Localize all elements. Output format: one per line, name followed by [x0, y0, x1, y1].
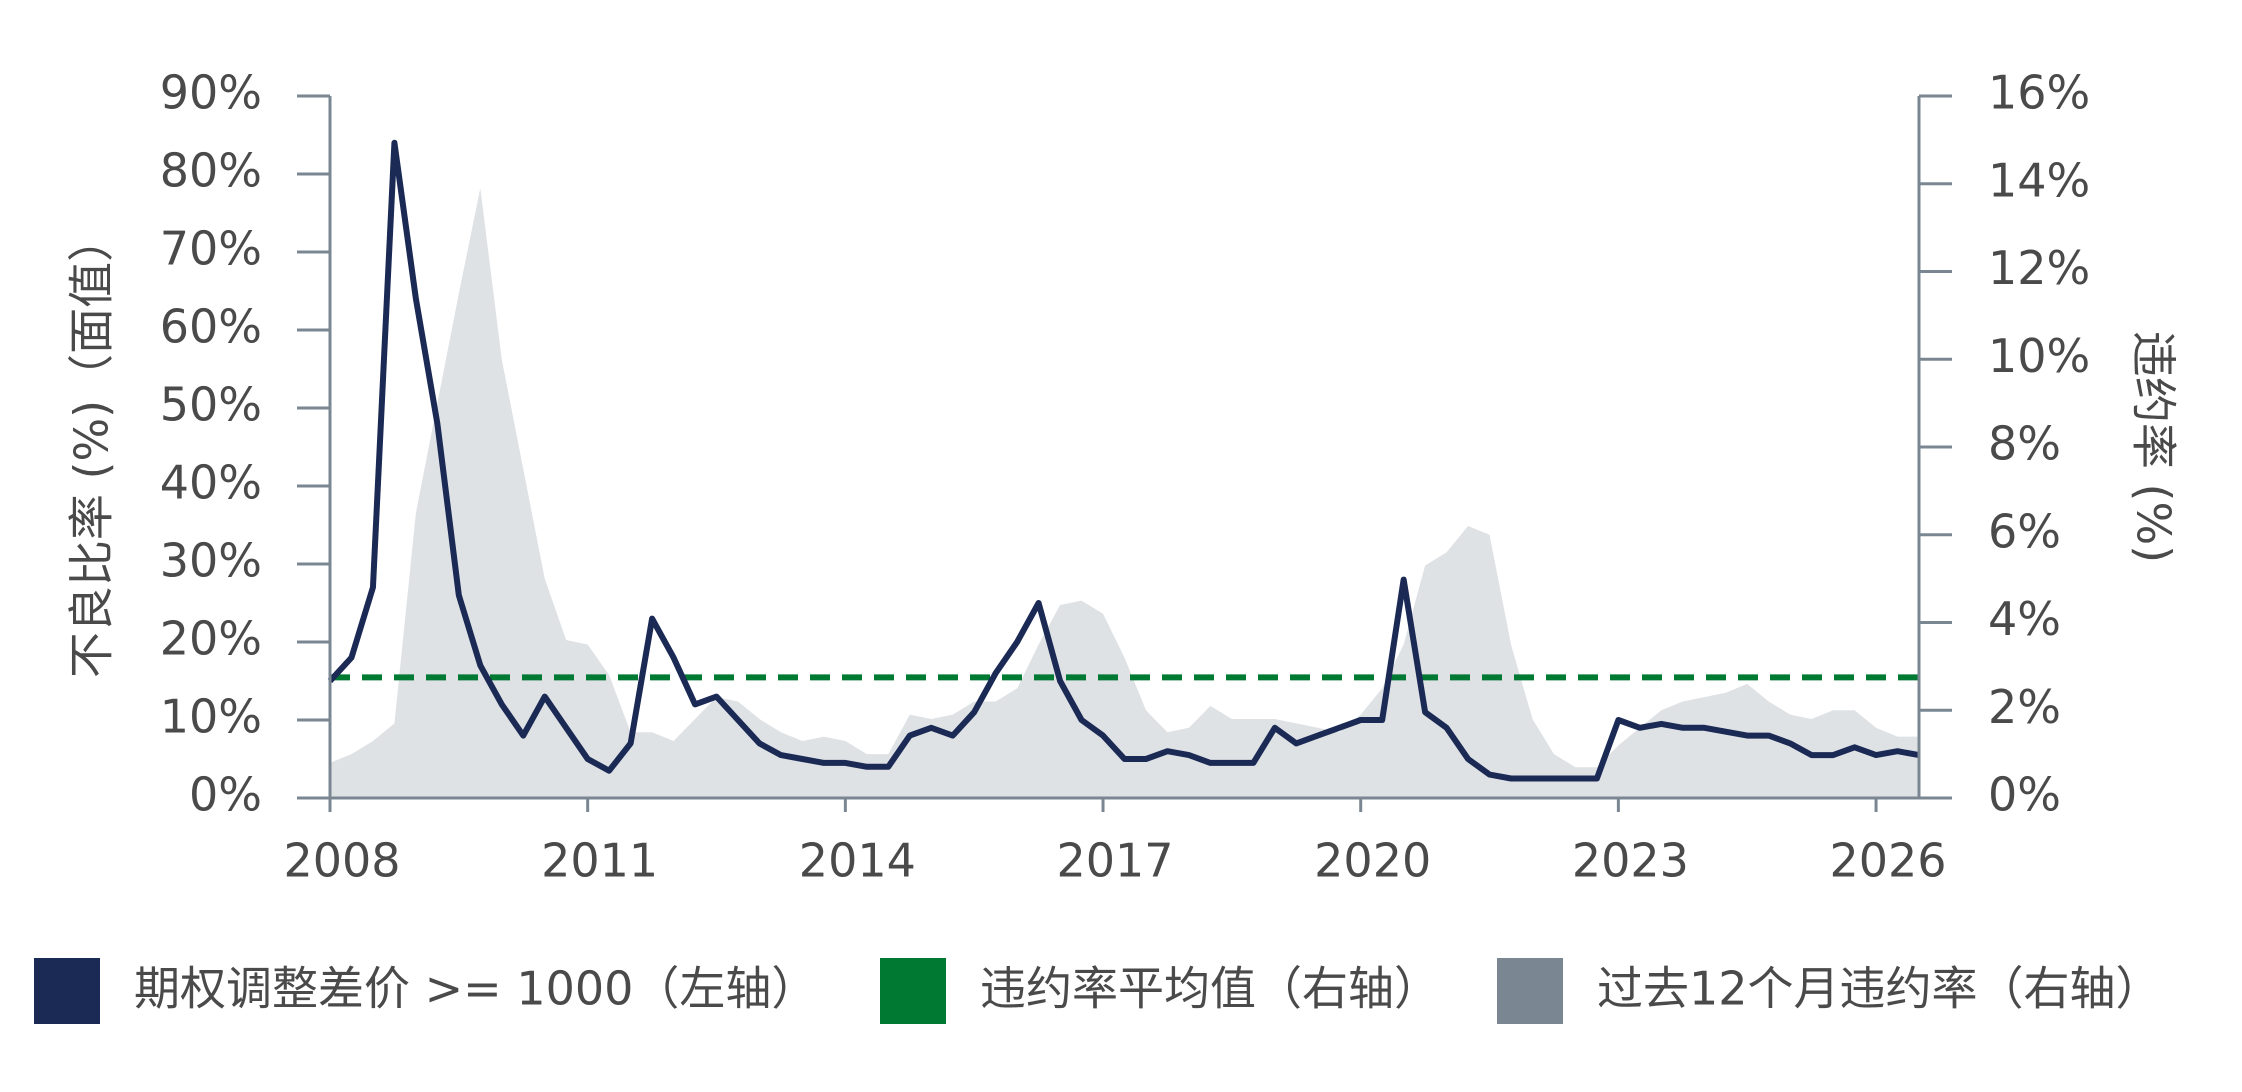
y-tick-label: 20%	[160, 612, 262, 666]
y-tick-label: 90%	[160, 66, 262, 120]
x-tick-label: 2017	[1056, 834, 1173, 888]
x-tick-label: 2014	[799, 834, 916, 888]
legend-swatch	[34, 958, 100, 1024]
y2-axis-label: 违约率 (%)	[2127, 331, 2181, 563]
legend-swatch	[880, 958, 946, 1024]
y2-tick-label: 8%	[1988, 417, 2061, 471]
y-tick-label: 80%	[160, 144, 262, 198]
line	[327, 139, 1920, 782]
y2-tick-label: 14%	[1988, 153, 2090, 207]
y2-tick-label: 4%	[1988, 592, 2061, 646]
x-tick-label: 2008	[283, 834, 400, 888]
y-axis-label: 不良比率 (%)（面值）	[65, 216, 119, 678]
x-tick-label: 2011	[541, 834, 658, 888]
y-tick-label: 70%	[160, 222, 262, 276]
y2-tick-label: 2%	[1988, 680, 2061, 734]
y2-tick-label: 10%	[1988, 329, 2090, 383]
y2-tick-label: 16%	[1988, 66, 2090, 120]
y2-tick-label: 0%	[1988, 768, 2061, 822]
y-tick-label: 0%	[189, 768, 262, 822]
area	[330, 188, 1919, 798]
y-tick-label: 10%	[160, 690, 262, 744]
y-tick-label: 60%	[160, 300, 262, 354]
y2-tick-label: 12%	[1988, 241, 2090, 295]
legend-swatch	[1497, 958, 1563, 1024]
x-tick-label: 2026	[1830, 834, 1947, 888]
legend-label: 违约率平均值（右轴）	[980, 962, 1440, 1016]
x-tick-label: 2020	[1314, 834, 1431, 888]
y-tick-label: 50%	[160, 378, 262, 432]
x-tick-label: 2023	[1572, 834, 1689, 888]
legend-label: 期权调整差价 >= 1000（左轴）	[134, 962, 817, 1016]
legend-label: 过去12个月违约率（右轴）	[1597, 962, 2162, 1016]
y-tick-label: 40%	[160, 456, 262, 510]
y-tick-label: 30%	[160, 534, 262, 588]
y2-tick-label: 6%	[1988, 504, 2061, 558]
